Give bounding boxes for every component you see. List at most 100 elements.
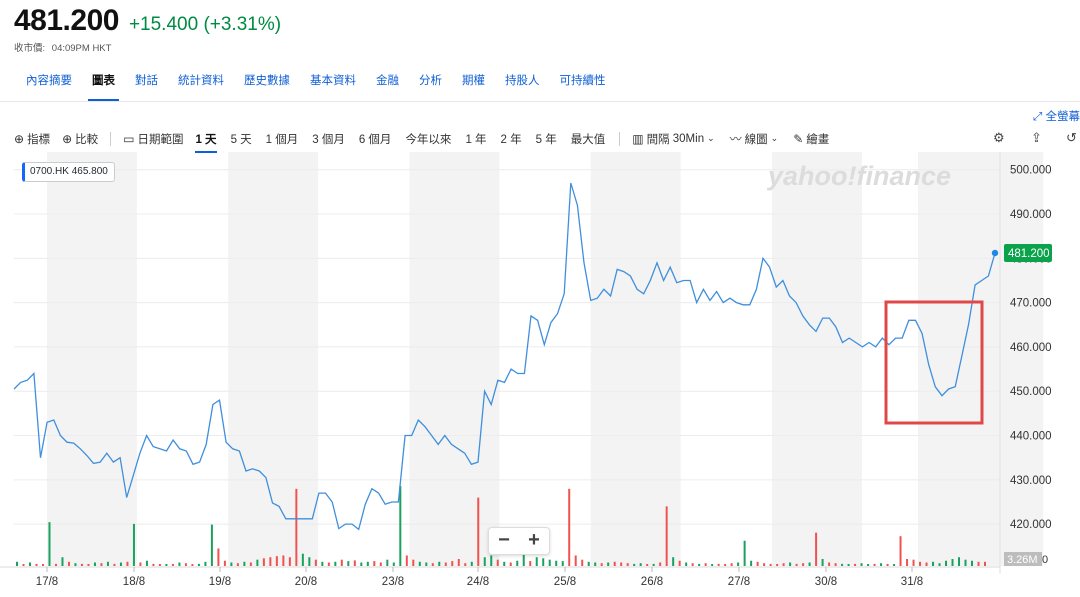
volume-bar <box>509 562 512 566</box>
expand-icon: ⤢ <box>1033 111 1043 123</box>
volume-bar <box>704 563 707 566</box>
volume-bar <box>958 557 961 566</box>
volume-bar <box>67 561 70 566</box>
session-band <box>409 152 500 566</box>
volume-bar <box>880 563 883 566</box>
reset-icon[interactable]: ↺ <box>1066 130 1077 145</box>
volume-bar <box>854 563 857 566</box>
interval-button[interactable]: ▥ 間隔 30Min ⌄ <box>632 131 717 147</box>
volume-bar <box>529 561 532 566</box>
last-price: 481.200 <box>14 4 119 37</box>
volume-bar <box>178 562 181 566</box>
volume-bar <box>80 563 83 566</box>
volume-bar <box>165 564 168 566</box>
pencil-icon: ✎ <box>793 131 804 146</box>
y-tick-label: 500.000 <box>1010 165 1052 177</box>
volume-bar <box>184 563 187 566</box>
range-option-9[interactable]: 最大值 <box>570 133 606 146</box>
last-price-tag <box>1004 244 1052 263</box>
zoom-out-button[interactable]: − <box>498 529 510 551</box>
range-option-1[interactable]: 5 天 <box>230 133 252 146</box>
chart-type-button[interactable]: 〰 線圖 ⌄ <box>730 130 782 147</box>
indicators-label: 指標 <box>27 133 51 146</box>
range-option-4[interactable]: 6 個月 <box>358 133 392 146</box>
price-change: +15.400 (+3.31%) <box>128 14 282 35</box>
volume-bar <box>659 562 662 566</box>
session-band <box>47 152 137 566</box>
volume-bar <box>347 561 350 566</box>
range-option-3[interactable]: 3 個月 <box>312 133 345 146</box>
session-band <box>918 152 1000 566</box>
price-chart[interactable]: 500.000490.000480.000470.000460.000450.0… <box>0 152 1080 597</box>
date-range-label: 日期範圍 <box>137 133 184 146</box>
volume-bar <box>873 563 876 566</box>
volume-bar <box>678 560 681 566</box>
volume-bar <box>243 561 246 566</box>
tab-2[interactable]: 對話 <box>135 75 158 87</box>
volume-bar <box>821 558 824 566</box>
volume-bar <box>425 562 428 566</box>
volume-bar <box>841 563 844 566</box>
volume-bar <box>171 563 174 566</box>
tab-4[interactable]: 歷史數據 <box>244 75 290 87</box>
tab-6[interactable]: 金融 <box>376 75 399 87</box>
indicators-button[interactable]: ⊕ 指標 <box>14 131 50 147</box>
volume-bar <box>334 561 337 566</box>
range-option-6[interactable]: 1 年 <box>465 133 487 146</box>
zoom-in-button[interactable]: + <box>528 529 540 551</box>
date-range-button[interactable]: ▭ 日期範圍 <box>123 131 183 147</box>
volume-bar <box>230 562 233 566</box>
y-tick-label: 490.000 <box>1010 209 1052 221</box>
fullscreen-label: 全螢幕 <box>1045 111 1080 123</box>
volume-bar <box>971 560 974 566</box>
volume-bar <box>769 563 772 566</box>
tab-10[interactable]: 可持續性 <box>559 75 606 87</box>
tab-7[interactable]: 分析 <box>419 75 442 87</box>
volume-bar <box>340 559 343 566</box>
volume-bar <box>444 562 447 566</box>
volume-bar <box>152 563 155 566</box>
tab-5[interactable]: 基本資料 <box>310 75 356 87</box>
calendar-icon: ▭ <box>123 131 135 146</box>
tab-3[interactable]: 統計資料 <box>178 75 224 87</box>
tab-0[interactable]: 內容摘要 <box>26 75 72 87</box>
volume-bar <box>594 562 597 566</box>
volume-bar <box>490 555 493 566</box>
volume-bar <box>964 559 967 566</box>
range-option-5[interactable]: 今年以來 <box>405 133 452 146</box>
volume-bar <box>639 563 642 566</box>
volume-bar <box>984 561 986 566</box>
tab-8[interactable]: 期權 <box>462 75 485 87</box>
x-tick-label: 19/8 <box>209 576 231 588</box>
range-option-7[interactable]: 2 年 <box>500 133 522 146</box>
volume-bar <box>542 558 545 566</box>
volume-bar <box>41 564 44 566</box>
range-option-8[interactable]: 5 年 <box>535 133 557 146</box>
session-band <box>772 152 862 566</box>
volume-bar <box>483 557 486 566</box>
volume-bar <box>574 555 577 566</box>
chart-type-label: 線圖 <box>744 133 768 146</box>
share-icon[interactable]: ⇪ <box>1031 130 1042 145</box>
settings-icon[interactable]: ⚙ <box>993 130 1005 145</box>
tab-9[interactable]: 持股人 <box>505 75 540 87</box>
y-tick-label: 460.000 <box>1010 342 1052 354</box>
tab-1[interactable]: 圖表 <box>82 74 125 102</box>
volume-bar <box>22 564 25 566</box>
volume-tag <box>1004 552 1042 566</box>
range-option-2[interactable]: 1 個月 <box>265 133 299 146</box>
volume-bar <box>951 558 954 566</box>
last-price-tag-label: 481.200 <box>1008 248 1050 260</box>
draw-button[interactable]: ✎ 繪畫 <box>793 131 829 147</box>
y-tick-label: 450.000 <box>1010 386 1052 398</box>
volume-bar <box>802 563 805 566</box>
volume-bar <box>750 560 753 566</box>
volume-bar <box>204 561 207 566</box>
volume-bar <box>191 564 194 566</box>
compare-button[interactable]: ⊕ 比較 <box>62 131 98 147</box>
volume-bar <box>815 532 818 566</box>
volume-bar <box>789 562 792 566</box>
volume-bar <box>301 553 304 566</box>
fullscreen-button[interactable]: ⤢ 全螢幕 <box>1033 108 1080 124</box>
range-option-0[interactable]: 1 天 <box>195 131 217 153</box>
